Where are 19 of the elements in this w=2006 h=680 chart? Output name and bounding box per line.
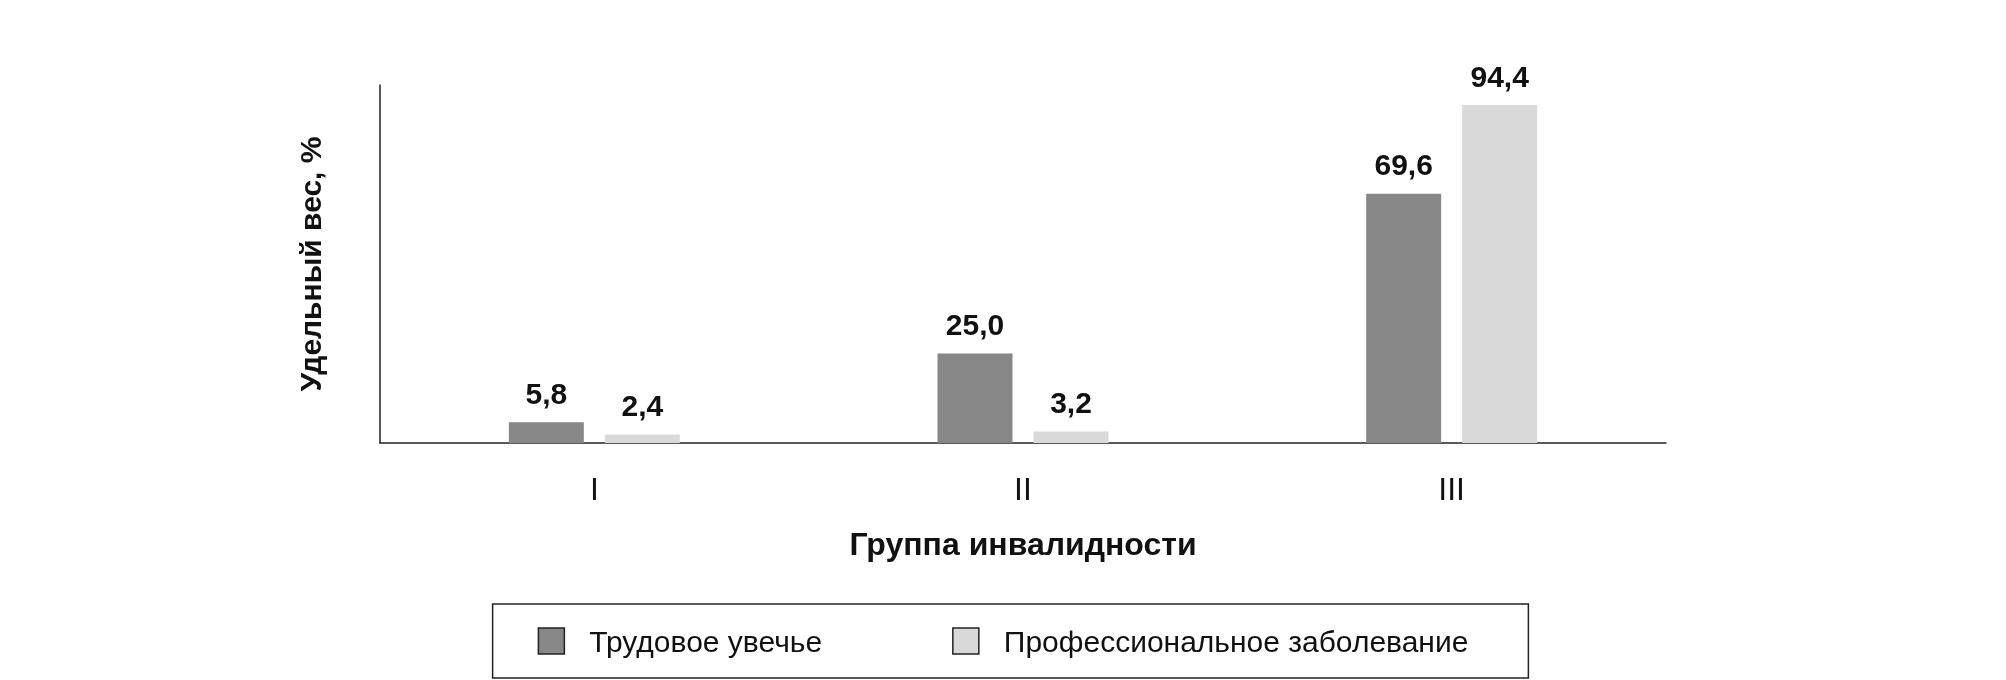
data-label: 69,6: [1374, 148, 1433, 182]
bar: [508, 422, 584, 443]
bar: [1462, 105, 1538, 443]
x-tick-label: III: [1438, 471, 1465, 507]
x-tick-label: I: [589, 471, 599, 507]
bar: [1366, 193, 1442, 443]
bar: [604, 434, 680, 443]
bar: [937, 353, 1013, 443]
data-label: 94,4: [1470, 59, 1530, 93]
legend-label: Профессиональное заболевание: [1003, 624, 1469, 658]
data-label: 2,4: [621, 388, 664, 422]
x-axis-title: Группа инвалидности: [849, 526, 1197, 562]
legend-label: Трудовое увечье: [589, 624, 823, 658]
data-label: 3,2: [1050, 386, 1092, 420]
data-label: 5,8: [525, 376, 568, 410]
y-axis-title: Удельный вес, %: [293, 136, 327, 392]
bar: [1033, 431, 1109, 443]
x-tick-label: II: [1014, 471, 1032, 507]
data-label: 25,0: [945, 308, 1005, 341]
